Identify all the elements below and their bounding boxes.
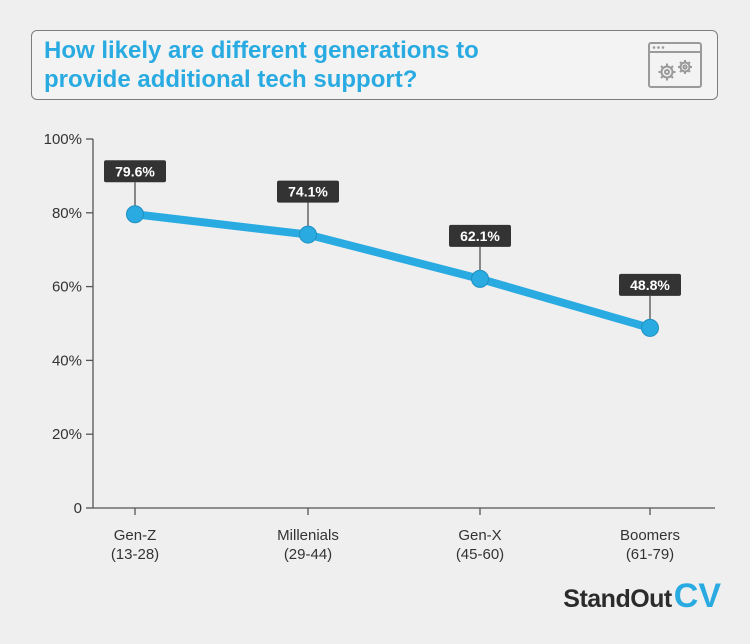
x-tick-label: Gen-Z: [114, 527, 157, 544]
data-label-box: [104, 160, 166, 183]
data-point: [471, 269, 489, 288]
series-line: [131, 210, 654, 332]
data-point: [641, 318, 659, 337]
x-tick-sublabel: (13-28): [111, 546, 159, 563]
y-tick-label: 0: [74, 500, 82, 517]
chart-title-line-1: How likely are different generations to: [44, 37, 479, 64]
data-label-box: [277, 180, 339, 203]
data-label: 74.1%: [288, 184, 328, 200]
chart-title-line-2: provide additional tech support?: [44, 66, 418, 93]
y-tick-label: 60%: [52, 279, 82, 296]
data-label-box: [619, 273, 681, 296]
y-tick-label: 80%: [52, 205, 82, 222]
data-label: 48.8%: [630, 277, 670, 293]
title-box: How likely are different generations to …: [31, 30, 718, 100]
data-label-box: [449, 224, 511, 247]
settings-window-icon: [648, 42, 702, 88]
x-tick-label: Boomers: [620, 527, 680, 544]
x-tick-label: Gen-X: [458, 527, 501, 544]
data-label: 62.1%: [460, 228, 500, 244]
x-tick-label: Millenials: [277, 527, 339, 544]
data-label: 79.6%: [115, 163, 155, 179]
brand-logo-standout: StandOut: [563, 585, 672, 613]
brand-logo: StandOutCV: [563, 577, 721, 616]
y-tick-label: 100%: [44, 131, 82, 148]
y-tick-label: 20%: [52, 426, 82, 443]
x-tick-sublabel: (29-44): [284, 546, 332, 563]
x-tick-sublabel: (61-79): [626, 546, 674, 563]
y-tick-label: 40%: [52, 352, 82, 369]
brand-logo-cv: CV: [673, 577, 721, 615]
chart-title: How likely are different generations to …: [44, 36, 604, 94]
x-tick-sublabel: (45-60): [456, 546, 504, 563]
data-point: [126, 205, 144, 224]
data-point: [299, 225, 317, 244]
